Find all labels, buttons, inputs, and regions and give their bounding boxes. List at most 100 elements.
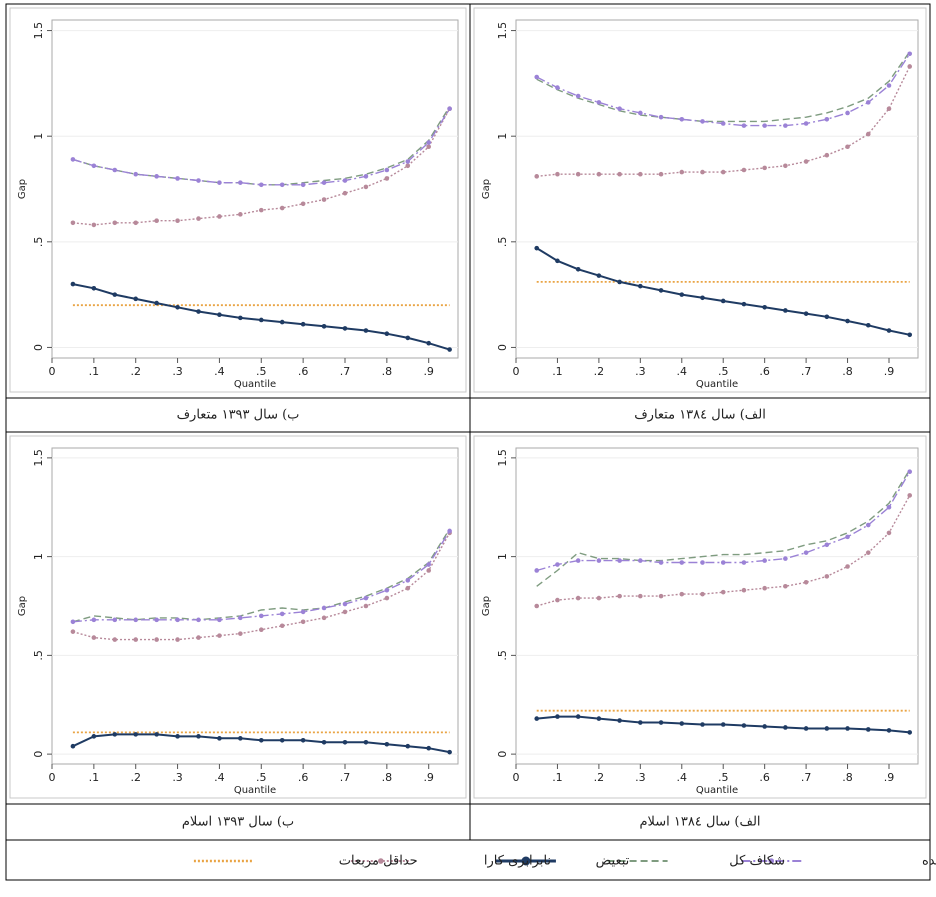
x-tick-label: .7 xyxy=(340,771,351,784)
data-point xyxy=(384,587,390,593)
data-point xyxy=(112,617,118,623)
data-point xyxy=(762,165,767,171)
legend-label: حداقل مربعات xyxy=(339,854,418,869)
data-point xyxy=(638,558,643,563)
data-point xyxy=(258,182,264,188)
data-point xyxy=(741,167,747,173)
data-point xyxy=(658,593,664,599)
data-point xyxy=(803,311,809,316)
data-point xyxy=(70,743,76,749)
plot-area xyxy=(51,447,459,765)
data-point xyxy=(363,739,369,745)
data-point xyxy=(300,619,306,625)
data-point xyxy=(783,163,788,169)
legend-label: شکاف پیش‌بینی شده xyxy=(922,854,936,869)
data-point xyxy=(447,749,452,755)
data-point xyxy=(363,174,369,179)
data-point xyxy=(803,726,809,731)
data-point xyxy=(824,542,830,548)
data-point xyxy=(133,732,139,737)
data-point xyxy=(886,504,892,510)
data-point xyxy=(762,724,767,729)
data-point xyxy=(133,617,139,623)
x-tick-label: .6 xyxy=(298,771,309,784)
data-point xyxy=(426,140,432,145)
data-point xyxy=(824,726,830,731)
data-point xyxy=(300,201,306,207)
x-tick-label: .3 xyxy=(172,365,183,378)
data-point xyxy=(279,738,285,743)
data-point xyxy=(741,560,747,565)
data-point xyxy=(907,64,913,69)
data-point xyxy=(426,745,432,751)
data-point xyxy=(700,722,705,727)
data-point xyxy=(217,312,222,317)
data-point xyxy=(617,558,622,563)
data-point xyxy=(426,340,432,346)
legend-label: نابرابری کارا xyxy=(484,854,551,869)
data-point xyxy=(133,637,139,642)
data-point xyxy=(762,585,767,591)
data-point xyxy=(279,623,285,629)
x-tick-label: 0 xyxy=(513,771,520,784)
y-axis-label: Gap xyxy=(17,179,28,199)
data-point xyxy=(238,615,243,621)
data-point xyxy=(447,106,452,112)
legend-label: تبعیض xyxy=(596,854,630,869)
x-tick-label: .5 xyxy=(718,365,729,378)
data-point xyxy=(154,617,159,623)
data-point xyxy=(762,123,767,128)
y-tick-label: 1 xyxy=(496,133,509,140)
caption: ب) سال ۱۳۹۳ متعارف xyxy=(177,408,300,423)
data-point xyxy=(447,347,452,352)
x-tick-label: .1 xyxy=(552,365,563,378)
x-tick-label: .4 xyxy=(214,771,225,784)
x-tick-label: .1 xyxy=(89,365,100,378)
data-point xyxy=(575,171,581,177)
data-point xyxy=(720,121,726,126)
data-point xyxy=(321,615,327,621)
data-point xyxy=(865,322,871,328)
data-point xyxy=(638,720,643,725)
data-point xyxy=(363,595,369,601)
data-point xyxy=(91,635,97,640)
data-point xyxy=(617,106,622,112)
data-point xyxy=(300,609,306,615)
y-axis-label: Gap xyxy=(481,596,492,616)
y-tick-label: .5 xyxy=(32,237,45,248)
data-point xyxy=(824,152,830,158)
legend-marker xyxy=(768,858,775,864)
data-point xyxy=(783,556,788,561)
data-point xyxy=(596,100,602,105)
data-point xyxy=(321,180,327,185)
data-point xyxy=(279,205,285,211)
caption: الف) سال ۱۳۸٤ متعارف xyxy=(634,408,766,423)
data-point xyxy=(342,326,348,331)
data-point xyxy=(154,637,159,642)
legend-label: شکاف کل xyxy=(729,854,785,869)
data-point xyxy=(907,469,913,475)
data-point xyxy=(342,609,348,615)
plot-frame xyxy=(9,7,467,393)
y-tick-label: 1.5 xyxy=(496,22,509,40)
y-tick-label: .5 xyxy=(496,650,509,661)
data-point xyxy=(596,716,602,721)
data-point xyxy=(658,720,664,725)
data-point xyxy=(217,180,222,185)
x-axis-label: Quantile xyxy=(696,785,738,796)
y-axis-label: Gap xyxy=(17,596,28,616)
x-axis-label: Quantile xyxy=(234,785,276,796)
x-tick-label: .9 xyxy=(423,771,434,784)
data-point xyxy=(405,335,411,341)
data-point xyxy=(70,629,76,634)
x-tick-label: .2 xyxy=(594,771,605,784)
data-point xyxy=(175,617,180,623)
data-point xyxy=(741,723,747,728)
data-point xyxy=(555,714,560,719)
data-point xyxy=(363,184,369,190)
data-point xyxy=(405,585,411,591)
data-point xyxy=(217,736,222,741)
data-point xyxy=(865,550,871,555)
y-tick-label: .5 xyxy=(32,650,45,661)
